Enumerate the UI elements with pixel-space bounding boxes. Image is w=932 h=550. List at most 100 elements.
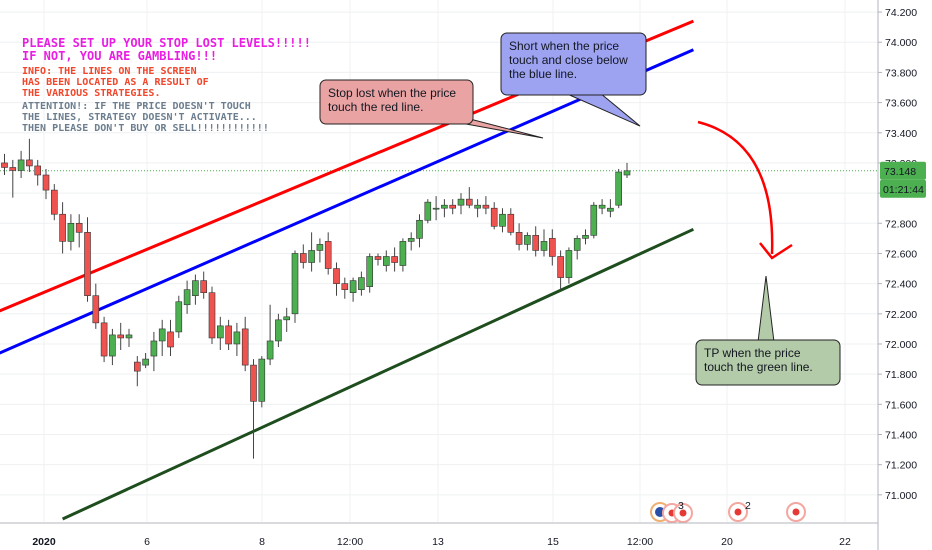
bear-candle — [208, 292, 216, 339]
bear-candle — [241, 328, 249, 366]
y-tick-label: 72.000 — [885, 339, 917, 351]
bear-candle — [482, 204, 490, 209]
stop-callout-text: touch the red line. — [328, 100, 423, 114]
info-note: INFO: THE LINES ON THE SCREEN HAS BEEN L… — [22, 66, 209, 99]
bear-candle — [532, 235, 540, 251]
y-tick-label: 73.400 — [885, 128, 917, 140]
bull-candle — [217, 325, 224, 339]
y-tick-label: 71.400 — [885, 429, 917, 441]
bull-candle — [424, 201, 432, 221]
bear-candle — [50, 189, 58, 215]
bear-candle — [134, 361, 141, 372]
attention-line: ATTENTION!: IF THE PRICE DOESN'T TOUCH — [22, 101, 251, 112]
warning-line: PLEASE SET UP YOUR STOP LOST LEVELS!!!!! — [22, 36, 311, 50]
bear-candle — [26, 159, 33, 167]
x-tick-label: 15 — [547, 536, 559, 548]
short-callout-text: touch and close below — [509, 53, 628, 67]
bull-candle — [233, 331, 241, 345]
bull-candle — [175, 301, 183, 333]
bear-candle — [465, 198, 473, 206]
bull-candle — [432, 207, 440, 210]
bull-candle — [407, 238, 415, 242]
bull-candle — [623, 170, 631, 176]
bull-candle — [590, 204, 598, 236]
bull-candle — [266, 340, 274, 360]
bull-candle — [308, 250, 315, 263]
bull-candle — [283, 316, 291, 321]
attention-line: THEN PLEASE DON'T BUY OR SELL!!!!!!!!!!!… — [22, 123, 269, 134]
x-tick-label: 12:00 — [627, 536, 653, 548]
green-trendline — [61, 227, 695, 521]
bull-candle — [142, 358, 149, 366]
bull-candle — [416, 219, 423, 239]
y-tick-label: 71.800 — [885, 369, 917, 381]
bear-candle — [333, 268, 340, 284]
bull-candle — [291, 253, 299, 315]
bear-candle — [449, 204, 457, 209]
blue-trendline — [0, 48, 695, 355]
x-tick-label: 2020 — [32, 536, 56, 548]
bear-candle — [374, 256, 382, 260]
attention-note: ATTENTION!: IF THE PRICE DOESN'T TOUCH T… — [22, 101, 269, 134]
bull-candle — [316, 244, 324, 251]
info-line: THE VARIOUS STRATEGIES. — [22, 88, 161, 99]
bull-candle — [540, 241, 548, 251]
x-tick-label: 22 — [839, 536, 851, 548]
event-badge-dot — [734, 508, 742, 516]
x-tick-label: 12:00 — [337, 536, 363, 548]
stop-callout-text: Stop lost when the price — [328, 86, 456, 100]
bear-candle — [225, 325, 232, 345]
event-count-badge: 2 — [745, 500, 751, 512]
event-badge-dot — [792, 508, 800, 516]
bear-candle — [75, 222, 83, 233]
bear-candle — [548, 238, 556, 257]
bull-candle — [399, 241, 407, 266]
y-tick-label: 71.600 — [885, 399, 917, 411]
bull-candle — [573, 238, 581, 251]
stop-loss-warning: PLEASE SET UP YOUR STOP LOST LEVELS!!!!!… — [22, 37, 311, 62]
bear-candle — [324, 241, 332, 269]
bear-candle — [341, 283, 349, 290]
bull-candle — [474, 204, 481, 209]
bear-candle — [9, 167, 17, 171]
y-tick-label: 74.200 — [885, 7, 917, 19]
bull-candle — [457, 198, 465, 206]
y-tick-label: 71.200 — [885, 460, 917, 472]
bull-candle — [565, 250, 573, 278]
bear-candle — [84, 232, 91, 296]
x-tick-label: 6 — [144, 536, 150, 548]
bear-candle — [299, 253, 307, 263]
bull-candle — [598, 204, 606, 209]
bull-candle — [615, 171, 623, 206]
bull-candle — [258, 358, 266, 402]
x-tick-label: 20 — [721, 536, 733, 548]
bull-candle — [67, 222, 75, 242]
bull-candle — [275, 319, 282, 342]
event-badge-dot — [679, 509, 687, 517]
short-callout-text: the blue line. — [509, 67, 577, 81]
y-tick-label: 72.200 — [885, 309, 917, 321]
y-tick-label: 72.600 — [885, 248, 917, 260]
warning-line: IF NOT, YOU ARE GAMBLING!!! — [22, 48, 218, 63]
y-tick-label: 72.400 — [885, 279, 917, 291]
y-tick-label: 74.000 — [885, 37, 917, 49]
bull-candle — [109, 334, 116, 357]
bull-candle — [349, 280, 357, 293]
bear-candle — [42, 174, 50, 191]
bull-candle — [382, 256, 390, 266]
y-tick-label: 72.800 — [885, 218, 917, 230]
arrow-head — [759, 242, 793, 260]
bull-candle — [192, 280, 199, 296]
curved-arrow — [697, 120, 774, 255]
info-line: INFO: THE LINES ON THE SCREEN — [22, 66, 197, 77]
bear-candle — [100, 322, 108, 357]
y-tick-label: 73.600 — [885, 98, 917, 110]
bear-candle — [92, 295, 100, 324]
event-count-badge: 3 — [678, 500, 684, 512]
short-callout-pointer — [564, 92, 641, 127]
bear-candle — [490, 207, 498, 227]
short-callout-box — [500, 32, 647, 96]
short-callout-text: Short when the price — [509, 39, 619, 53]
